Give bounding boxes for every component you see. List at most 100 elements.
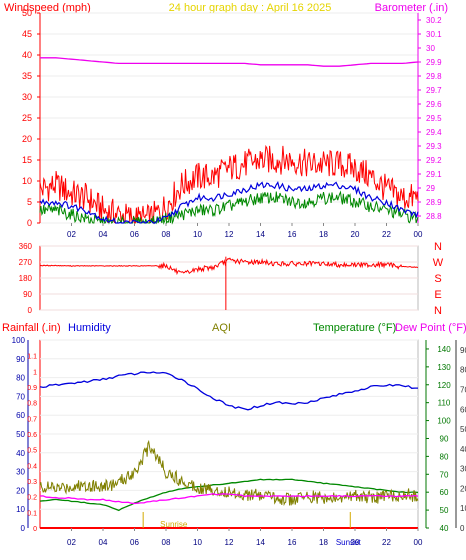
dewpoint-ytick-label: 40 (460, 445, 466, 454)
baro-ytick-label: 29.3 (426, 142, 442, 151)
wind-xtick-label: 20 (351, 230, 360, 239)
wind-xtick-label: 08 (162, 230, 171, 239)
wind-direction-line (39, 257, 418, 276)
baro-ytick-label: 28.9 (426, 198, 442, 207)
barometer-axis-title: Barometer (.in) (375, 2, 448, 14)
humidity-ytick-label: 60 (16, 411, 25, 420)
dewpoint-ytick-label: 10 (460, 504, 466, 513)
temperature-ytick-label: 140 (437, 345, 451, 354)
direction-compass-label: W (433, 257, 444, 269)
dewpoint-ytick-label: 30 (460, 465, 466, 474)
bottom-xtick-label: 02 (67, 538, 76, 547)
dewpoint-ytick-label: 90 (460, 346, 466, 355)
rainfall-ytick-label: 1 (33, 369, 37, 376)
rainfall-ytick-label: 0.8 (27, 401, 37, 408)
windspeed-axis-title: Windspeed (mph) (4, 2, 91, 14)
temperature-ytick-label: 40 (440, 524, 449, 533)
wind-xtick-label: 04 (99, 230, 108, 239)
rainfall-ytick-label: 0 (33, 526, 37, 533)
humidity-ytick-label: 30 (16, 468, 25, 477)
bottom-xtick-label: 04 (99, 538, 108, 547)
direction-compass-label: N (434, 241, 442, 253)
temperature-ytick-label: 110 (438, 399, 451, 408)
temperature-ytick-label: 130 (437, 363, 451, 372)
wind-xtick-label: 18 (319, 230, 328, 239)
humidity-ytick-label: 0 (21, 524, 26, 533)
wind-ytick-label: 15 (22, 155, 32, 165)
direction-ytick-label: 180 (19, 274, 33, 283)
dewpoint-ytick-label: 80 (460, 366, 466, 375)
rainfall-ytick-label: 0.7 (27, 416, 37, 423)
wind-xtick-label: 12 (225, 230, 234, 239)
wind-xtick-label: 22 (382, 230, 391, 239)
wind-ytick-label: 30 (22, 92, 32, 102)
bottom-xtick-label: 00 (414, 538, 423, 547)
dewpoint-ytick-label: 70 (460, 385, 466, 394)
rainfall-axis-title: Rainfall (.in) (2, 322, 61, 334)
baro-ytick-label: 29.9 (426, 58, 442, 67)
wind-ytick-label: 40 (22, 50, 32, 60)
humidity-legend: Humidity (68, 322, 111, 334)
wind-ytick-label: 10 (22, 176, 32, 186)
bottom-xtick-label: 18 (319, 538, 328, 547)
wind-xtick-label: 10 (193, 230, 202, 239)
direction-compass-label: E (434, 289, 441, 301)
bottom-xtick-label: 10 (193, 538, 202, 547)
wind-ytick-label: 50 (22, 8, 32, 18)
wind-xtick-label: 06 (130, 230, 139, 239)
bottom-xtick-label: 20 (351, 538, 360, 547)
rainfall-ytick-label: 0.5 (27, 448, 37, 455)
barometer-line (40, 57, 419, 67)
wind-ytick-label: 5 (27, 197, 32, 207)
wind-ytick-label: 35 (22, 71, 32, 81)
bottom-xtick-label: 14 (256, 538, 265, 547)
direction-ytick-label: 90 (23, 290, 32, 299)
bottom-xtick-label: 16 (288, 538, 297, 547)
direction-ytick-label: 270 (19, 258, 33, 267)
bottom-xtick-label: 12 (225, 538, 234, 547)
bottom-xtick-label: 22 (382, 538, 391, 547)
temperature-legend: Temperature (°F) (313, 322, 396, 334)
wind-xtick-label: 02 (67, 230, 76, 239)
wind-xtick-label: 00 (414, 230, 423, 239)
humidity-ytick-label: 40 (16, 449, 25, 458)
plot-layer: 0510152025303540455028.828.92929.129.229… (12, 8, 466, 547)
wind-ytick-label: 45 (22, 29, 32, 39)
humidity-line (39, 371, 418, 411)
rainfall-ytick-label: 0.2 (27, 495, 37, 502)
baro-ytick-label: 29.2 (426, 156, 442, 165)
dewpoint-ytick-label: 60 (460, 405, 466, 414)
humidity-ytick-label: 90 (16, 355, 25, 364)
dewpoint-ytick-label: 50 (460, 425, 466, 434)
wind-xtick-label: 16 (288, 230, 297, 239)
temperature-line (39, 478, 419, 512)
windspeed-avg-line (39, 181, 419, 224)
rainfall-ytick-label: 1.1 (27, 354, 37, 361)
rainfall-ytick-label: 0.3 (27, 479, 37, 486)
wind-ytick-label: 25 (22, 113, 32, 123)
direction-compass-label: N (434, 305, 442, 317)
rainfall-ytick-label: 0.9 (27, 385, 37, 392)
baro-ytick-label: 29.7 (426, 86, 442, 95)
baro-ytick-label: 30 (426, 44, 435, 53)
baro-ytick-label: 29.8 (426, 72, 442, 81)
humidity-ytick-label: 80 (16, 374, 25, 383)
temperature-ytick-label: 60 (440, 488, 449, 497)
rainfall-ytick-label: 0.6 (27, 432, 37, 439)
temperature-ytick-label: 50 (440, 506, 449, 515)
sunset-axis-label: Sunset (336, 538, 362, 547)
dewpoint-ytick-label: 20 (460, 484, 466, 493)
baro-ytick-label: 30.2 (426, 16, 442, 25)
baro-ytick-label: 29.4 (426, 128, 442, 137)
baro-ytick-label: 29.6 (426, 100, 442, 109)
humidity-ytick-label: 20 (16, 486, 25, 495)
baro-ytick-label: 29.5 (426, 114, 442, 123)
humidity-ytick-label: 10 (16, 505, 25, 514)
wind-ytick-label: 20 (22, 134, 32, 144)
direction-ytick-label: 0 (28, 306, 33, 315)
bottom-xtick-label: 06 (130, 538, 139, 547)
baro-ytick-label: 29.1 (426, 170, 442, 179)
aqi-line (39, 439, 419, 507)
